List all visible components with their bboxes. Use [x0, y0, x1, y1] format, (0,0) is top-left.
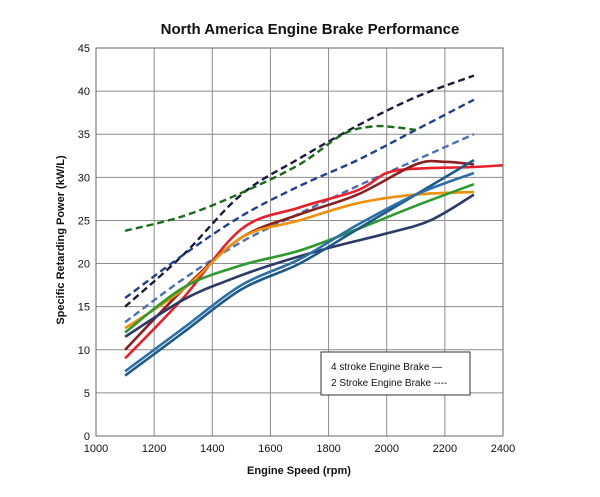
y-axis-label: Specific Retarding Power (kW/L): [55, 155, 67, 325]
series-group: [124, 74, 504, 377]
series-line-9-4-stroke: [124, 193, 475, 338]
x-tick-label: 2400: [491, 443, 515, 455]
series-line-2-2-stroke: [124, 98, 475, 299]
y-tick-label: 0: [84, 431, 90, 443]
y-tick-label: 20: [78, 259, 90, 271]
series-line-8-4-stroke: [124, 182, 475, 334]
x-tick-label: 1400: [200, 443, 224, 455]
series-line-4-2-stroke: [124, 124, 416, 232]
x-tick-label: 1600: [258, 443, 282, 455]
y-tick-label: 15: [78, 302, 90, 314]
legend-entry-4-stroke: 4 stroke Engine Brake —: [331, 362, 442, 373]
legend-entry-2-stroke: 2 Stroke Engine Brake ----: [331, 378, 447, 389]
series-line-11-4-stroke: [124, 171, 475, 373]
x-tick-label: 2000: [374, 443, 398, 455]
x-tick-label: 2200: [433, 443, 457, 455]
y-tick-label: 40: [78, 86, 90, 98]
tick-labels: 1000 1200 1400 1600 1800 2000 2200 2400 0 5 10 15 20…: [78, 43, 515, 455]
series-line-5-4-stroke: [124, 164, 504, 360]
y-tick-label: 35: [78, 129, 90, 141]
y-tick-label: 10: [78, 345, 90, 357]
legend: 4 stroke Engine Brake — 2 Stroke Engine …: [320, 351, 471, 396]
x-tick-label: 1000: [84, 443, 108, 455]
x-axis-label: Engine Speed (rpm): [247, 465, 351, 477]
x-tick-label: 1800: [316, 443, 340, 455]
chart-title: North America Engine Brake Performance: [161, 21, 460, 38]
x-tick-label: 1200: [142, 443, 166, 455]
series-line-3-2-stroke: [124, 133, 475, 324]
y-tick-label: 45: [78, 43, 90, 55]
legend-box: [320, 351, 471, 396]
y-tick-label: 25: [78, 215, 90, 227]
y-tick-label: 30: [78, 172, 90, 184]
y-tick-label: 5: [84, 388, 90, 400]
plot-frame: [95, 47, 504, 437]
